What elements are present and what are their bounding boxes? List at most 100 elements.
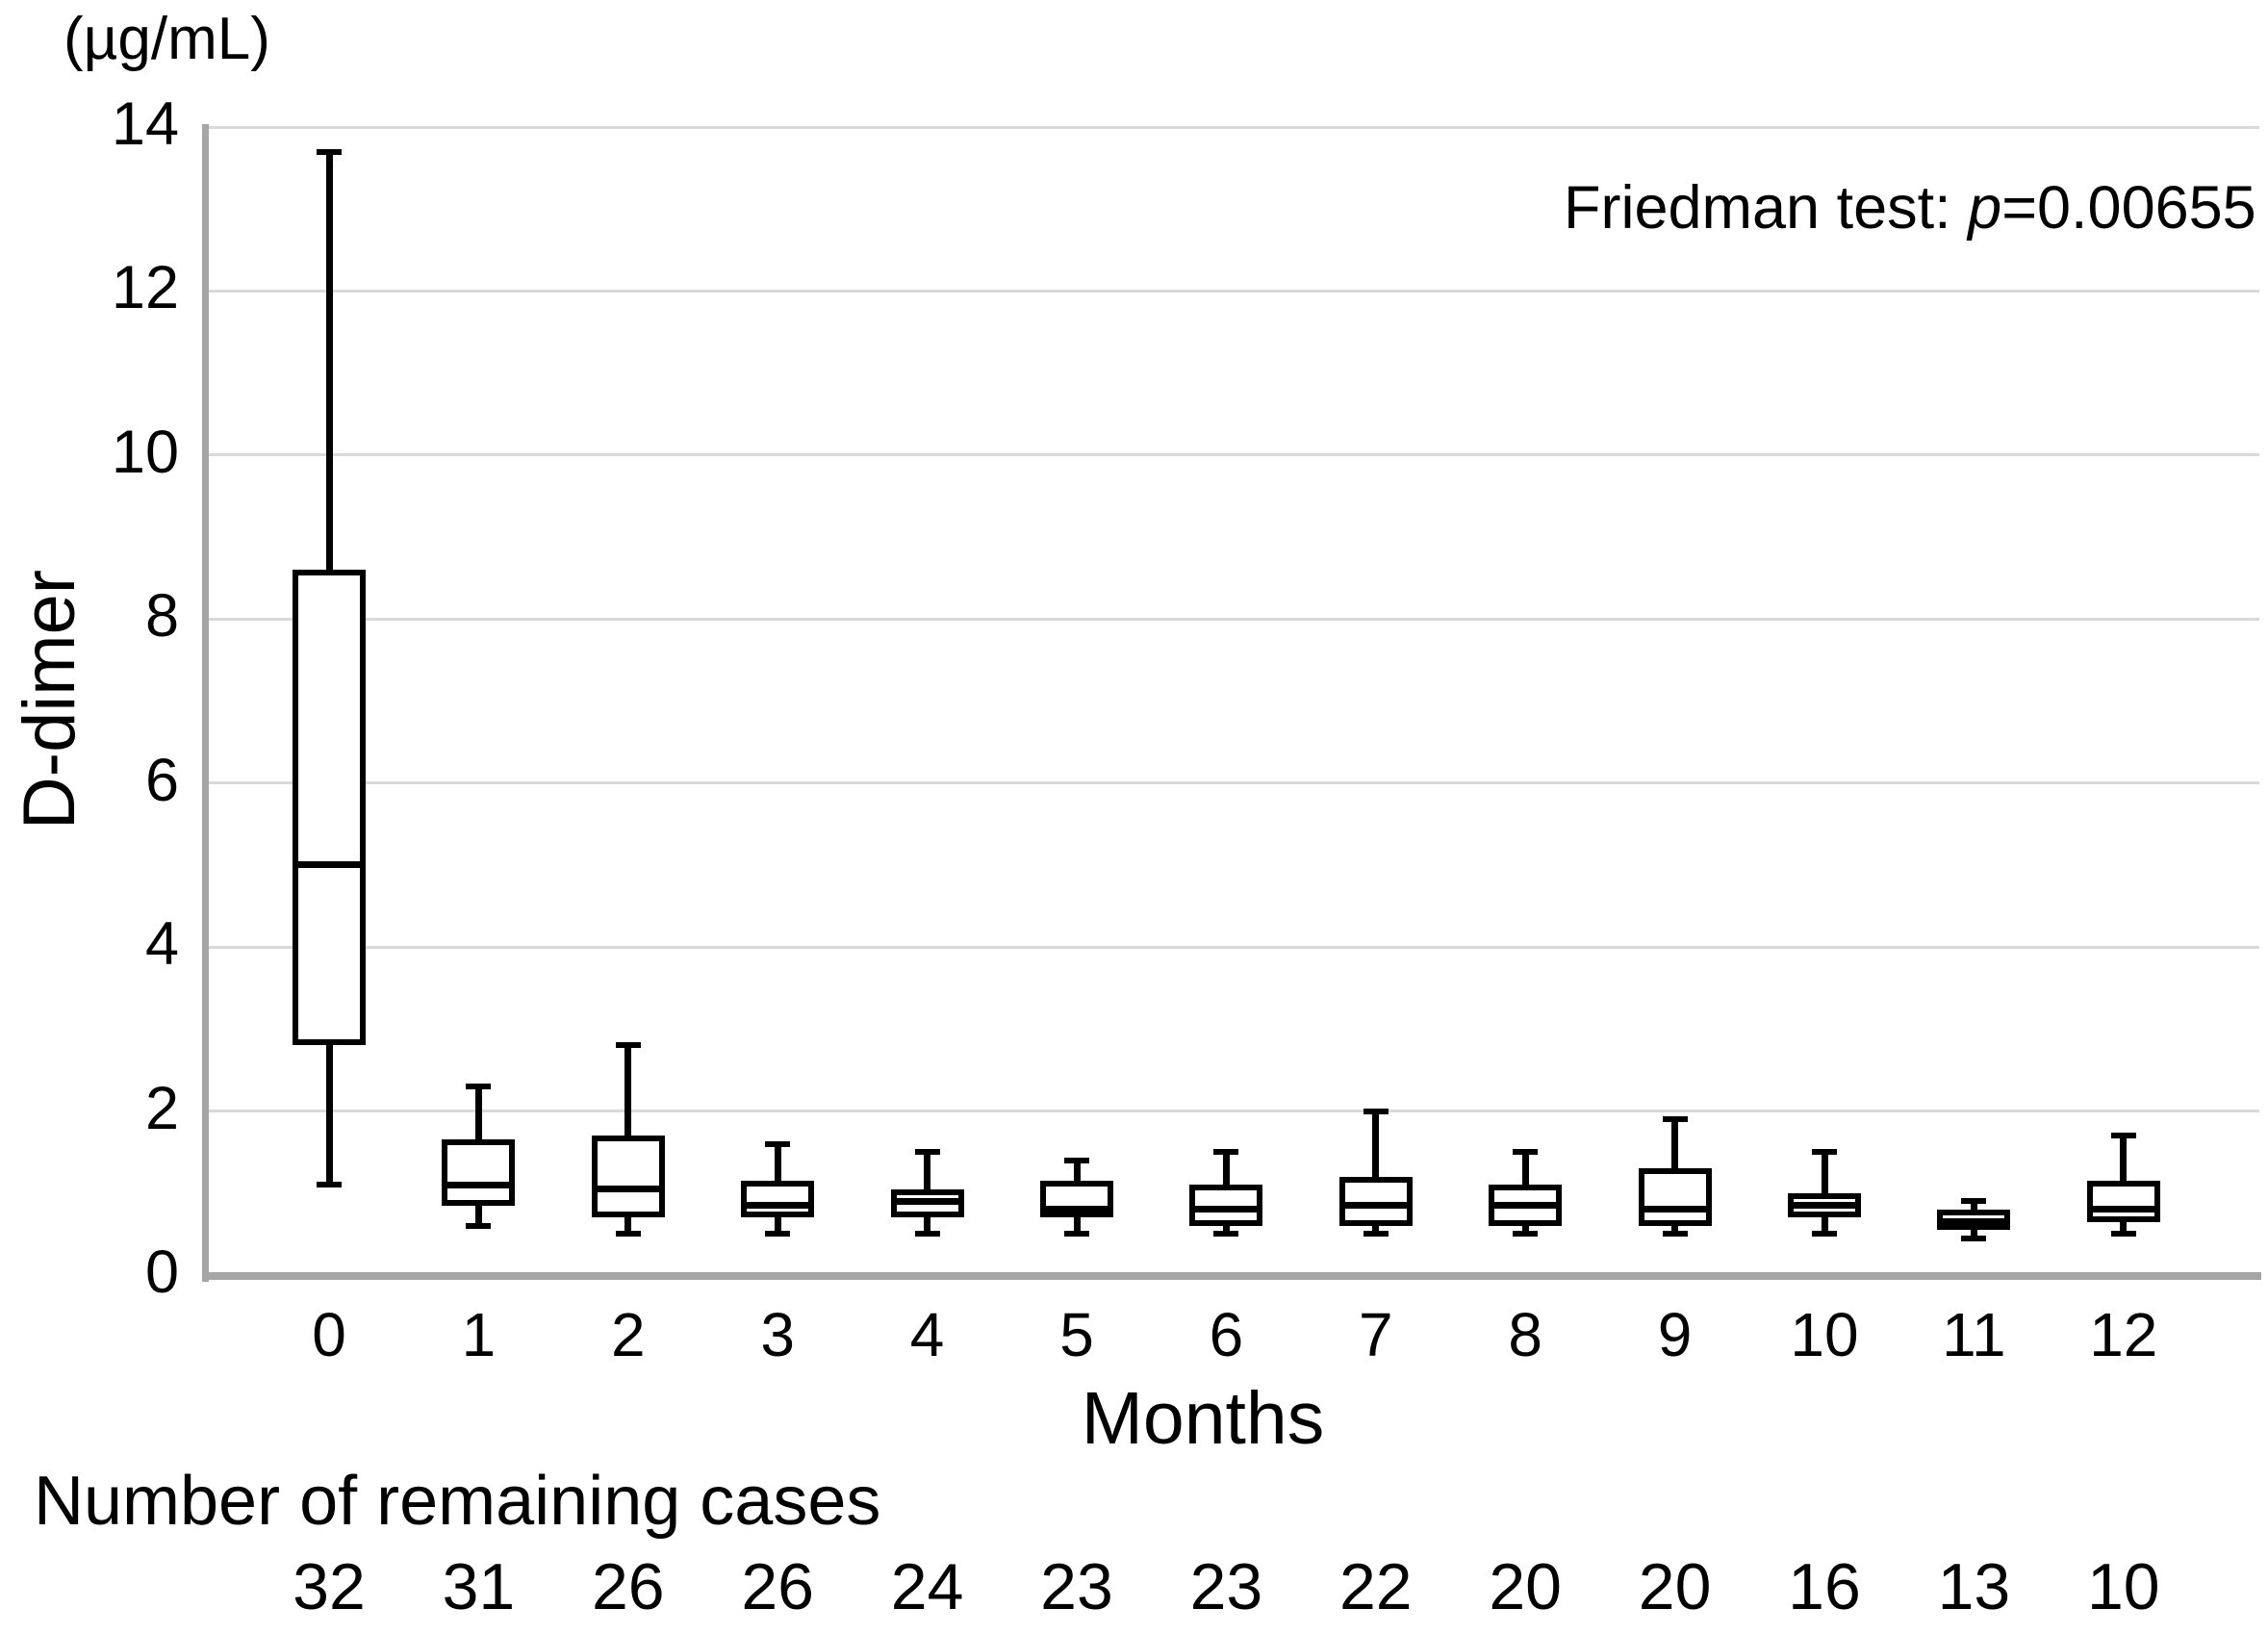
whisker-cap-min-month-4 xyxy=(914,1231,940,1238)
median-line-month-9 xyxy=(1638,1206,1712,1213)
whisker-upper-month-0 xyxy=(325,151,333,571)
whisker-cap-max-month-12 xyxy=(2110,1133,2136,1139)
remaining-cases-value-month-9: 20 xyxy=(1638,1550,1712,1623)
whisker-lower-month-8 xyxy=(1521,1225,1529,1235)
whisker-upper-month-11 xyxy=(1970,1201,1977,1210)
whisker-lower-month-7 xyxy=(1372,1225,1380,1235)
iqr-box-month-2 xyxy=(591,1136,665,1218)
whisker-lower-month-4 xyxy=(924,1217,931,1235)
whisker-cap-min-month-6 xyxy=(1213,1231,1239,1238)
gridline xyxy=(209,453,2259,457)
whisker-cap-max-month-5 xyxy=(1064,1157,1089,1163)
y-tick-label: 8 xyxy=(144,582,179,651)
remaining-cases-value-month-12: 10 xyxy=(2086,1550,2160,1623)
whisker-upper-month-7 xyxy=(1372,1111,1380,1177)
whisker-upper-month-4 xyxy=(924,1152,931,1189)
whisker-upper-month-1 xyxy=(474,1086,482,1140)
whisker-cap-max-month-2 xyxy=(615,1042,641,1049)
median-line-month-6 xyxy=(1189,1206,1263,1213)
x-tick-label-month-9: 9 xyxy=(1657,1300,1693,1369)
whisker-cap-max-month-11 xyxy=(1961,1198,1987,1205)
median-line-month-7 xyxy=(1338,1202,1413,1210)
x-axis-title: Months xyxy=(1081,1377,1325,1460)
y-tick-label: 2 xyxy=(144,1074,179,1142)
remaining-cases-value-month-3: 26 xyxy=(741,1550,814,1623)
whisker-lower-month-1 xyxy=(474,1205,482,1226)
y-axis-line xyxy=(202,124,209,1282)
whisker-upper-month-5 xyxy=(1073,1160,1081,1181)
whisker-cap-max-month-3 xyxy=(765,1140,791,1147)
whisker-cap-min-month-8 xyxy=(1513,1231,1539,1238)
gridline xyxy=(209,125,2259,129)
remaining-cases-value-month-8: 20 xyxy=(1489,1550,1562,1623)
whisker-cap-max-month-7 xyxy=(1363,1108,1389,1114)
x-tick-label-month-8: 8 xyxy=(1508,1300,1542,1369)
whisker-cap-min-month-0 xyxy=(317,1182,342,1188)
remaining-cases-value-month-2: 26 xyxy=(591,1550,665,1623)
gridline xyxy=(209,781,2259,785)
median-line-month-3 xyxy=(741,1202,815,1210)
x-tick-label-month-1: 1 xyxy=(461,1300,497,1369)
whisker-upper-month-2 xyxy=(624,1045,632,1136)
whisker-upper-month-10 xyxy=(1821,1152,1828,1193)
x-tick-label-month-3: 3 xyxy=(760,1300,795,1369)
whisker-cap-max-month-4 xyxy=(914,1149,940,1156)
whisker-cap-min-month-12 xyxy=(2110,1231,2136,1238)
x-tick-label-month-11: 11 xyxy=(1942,1300,2006,1369)
whisker-cap-max-month-1 xyxy=(466,1084,492,1089)
whisker-cap-max-month-0 xyxy=(317,148,342,155)
remaining-cases-value-month-6: 23 xyxy=(1189,1550,1263,1623)
x-tick-label-month-12: 12 xyxy=(2089,1300,2158,1369)
x-tick-label-month-7: 7 xyxy=(1359,1300,1393,1369)
whisker-lower-month-5 xyxy=(1073,1217,1081,1235)
whisker-upper-month-6 xyxy=(1222,1152,1230,1186)
remaining-cases-value-month-1: 31 xyxy=(442,1550,516,1623)
whisker-cap-max-month-8 xyxy=(1513,1149,1539,1156)
whisker-upper-month-3 xyxy=(774,1143,781,1181)
y-tick-label: 0 xyxy=(144,1238,179,1306)
iqr-box-month-3 xyxy=(741,1181,815,1218)
iqr-box-month-9 xyxy=(1638,1168,1712,1226)
whisker-cap-max-month-9 xyxy=(1662,1116,1688,1123)
remaining-cases-label: Number of remaining cases xyxy=(34,1463,881,1540)
median-line-month-11 xyxy=(1937,1218,2011,1226)
whisker-cap-min-month-9 xyxy=(1662,1231,1688,1238)
whisker-cap-min-month-3 xyxy=(765,1231,791,1238)
gridline xyxy=(209,945,2259,949)
iqr-box-month-12 xyxy=(2086,1181,2160,1222)
annotation-prefix: Friedman test: xyxy=(1564,174,1969,242)
median-line-month-10 xyxy=(1788,1202,1861,1210)
iqr-box-month-7 xyxy=(1338,1176,1413,1226)
whisker-cap-min-month-10 xyxy=(1812,1231,1837,1238)
median-line-month-8 xyxy=(1489,1202,1563,1210)
remaining-cases-value-month-4: 24 xyxy=(890,1550,964,1623)
remaining-cases-value-month-7: 22 xyxy=(1338,1550,1413,1623)
y-tick-label: 10 xyxy=(111,418,179,486)
median-line-month-4 xyxy=(890,1197,964,1205)
whisker-cap-min-month-11 xyxy=(1961,1235,1987,1241)
annotation-p-symbol: p xyxy=(1968,174,2002,242)
whisker-cap-min-month-7 xyxy=(1363,1231,1389,1238)
whisker-cap-max-month-6 xyxy=(1213,1149,1239,1156)
x-tick-label-month-10: 10 xyxy=(1790,1300,1859,1369)
x-tick-label-month-5: 5 xyxy=(1059,1300,1094,1369)
median-line-month-0 xyxy=(293,861,366,869)
whisker-cap-min-month-1 xyxy=(466,1222,492,1229)
y-tick-label: 12 xyxy=(111,254,179,322)
whisker-lower-month-12 xyxy=(2120,1221,2128,1235)
whisker-lower-month-10 xyxy=(1821,1217,1828,1235)
whisker-lower-month-6 xyxy=(1222,1225,1230,1235)
whisker-cap-max-month-10 xyxy=(1812,1149,1837,1156)
remaining-cases-value-month-0: 32 xyxy=(293,1550,366,1623)
x-axis-line xyxy=(202,1272,2261,1280)
friedman-test-annotation: Friedman test: p=0.00655 xyxy=(1564,178,2256,239)
iqr-box-month-0 xyxy=(293,570,366,1046)
gridline xyxy=(209,1110,2259,1113)
median-line-month-2 xyxy=(591,1186,665,1193)
x-tick-label-month-4: 4 xyxy=(909,1300,945,1369)
iqr-box-month-6 xyxy=(1189,1185,1263,1226)
gridline xyxy=(209,289,2259,293)
whisker-cap-min-month-5 xyxy=(1064,1231,1089,1238)
y-tick-label: 6 xyxy=(144,746,179,814)
